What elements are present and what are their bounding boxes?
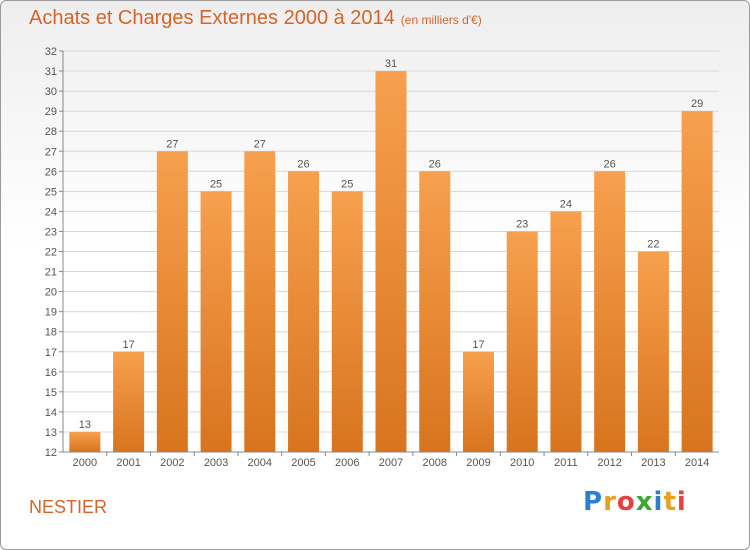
logo-letter: o [616,487,636,517]
bar-2003 [200,191,232,452]
x-tick-label: 2005 [291,457,315,469]
bar-2011 [550,211,582,452]
y-tick-label: 26 [45,166,57,178]
y-tick-label: 19 [45,307,57,319]
logo-letter: r [603,487,617,517]
bar-2006 [331,191,363,452]
y-tick-label: 14 [45,407,57,419]
value-label: 29 [691,98,703,110]
x-axis: 2000 2001 2002 2003 2004 2005 2006 2007 2008 2009… [63,451,719,469]
y-axis: 12 13 14 15 16 17 18 19 20 21 22 23 24 25 26 27 28 29 30 31… [45,46,64,459]
x-tick-label: 2008 [422,457,446,469]
value-label: 23 [516,218,528,230]
y-tick-label: 27 [45,146,57,158]
y-tick-label: 22 [45,247,57,259]
logo-letter: i [653,487,664,517]
x-tick-label: 2000 [73,457,97,469]
logo-letter: P [583,487,604,517]
bar-2008 [419,171,451,453]
y-tick-label: 15 [45,387,57,399]
y-tick-label: 20 [45,287,57,299]
bar-2013 [637,251,669,452]
y-tick-label: 13 [45,427,57,439]
y-tick-label: 29 [45,106,57,118]
value-label: 25 [341,178,353,190]
chart-unit: (en milliers d'€) [400,13,482,27]
y-tick-label: 12 [45,447,57,459]
x-tick-label: 2003 [204,457,228,469]
x-tick-label: 2004 [248,457,272,469]
bar-2007 [375,71,407,453]
x-tick-label: 2009 [466,457,490,469]
bar-2014 [681,111,713,453]
x-tick-label: 2007 [379,457,403,469]
logo-letter: i [676,487,687,517]
value-label: 31 [385,58,397,70]
value-label: 26 [297,158,309,170]
value-labels: 13 17 27 25 27 26 25 31 26 17 23 24 26 22 29 [79,58,704,431]
y-tick-label: 23 [45,226,57,238]
bars [69,71,713,453]
logo-letter: x [635,487,654,517]
value-label: 24 [560,198,572,210]
value-label: 26 [429,158,441,170]
bar-2005 [288,171,320,453]
logo-letter: t [663,487,677,517]
bar-2004 [244,151,276,452]
x-tick-label: 2013 [641,457,665,469]
value-label: 27 [166,138,178,150]
y-tick-label: 28 [45,126,57,138]
chart-title: Achats et Charges Externes 2000 à 2014 (e… [29,7,482,30]
x-tick-label: 2002 [160,457,184,469]
y-tick-label: 24 [45,206,57,218]
value-label: 13 [79,419,91,431]
bar-2000 [69,431,101,452]
bar-2009 [462,351,494,452]
value-label: 22 [647,239,659,251]
y-tick-label: 30 [45,86,57,98]
bar-2001 [113,351,145,452]
x-tick-label: 2014 [685,457,709,469]
x-tick-label: 2012 [597,457,621,469]
x-tick-label: 2006 [335,457,359,469]
y-tick-label: 32 [45,46,57,58]
x-tick-label: 2011 [554,457,578,469]
chart-title-text: Achats et Charges Externes 2000 à 2014 [29,7,395,29]
value-label: 27 [254,138,266,150]
value-label: 26 [604,158,616,170]
y-tick-label: 16 [45,367,57,379]
x-tick-label: 2010 [510,457,534,469]
y-tick-label: 17 [45,347,57,359]
bar-2002 [156,151,188,452]
x-tick-label: 2001 [116,457,140,469]
bar-2012 [594,171,626,453]
place-name: NESTIER [29,497,108,517]
y-tick-label: 21 [45,267,57,279]
y-tick-label: 18 [45,327,57,339]
proxiti-logo: Proxiti [583,487,687,517]
y-tick-label: 25 [45,186,57,198]
value-label: 17 [122,339,134,351]
y-tick-label: 31 [45,66,57,78]
bar-2010 [506,231,538,452]
value-label: 17 [472,339,484,351]
value-label: 25 [210,178,222,190]
